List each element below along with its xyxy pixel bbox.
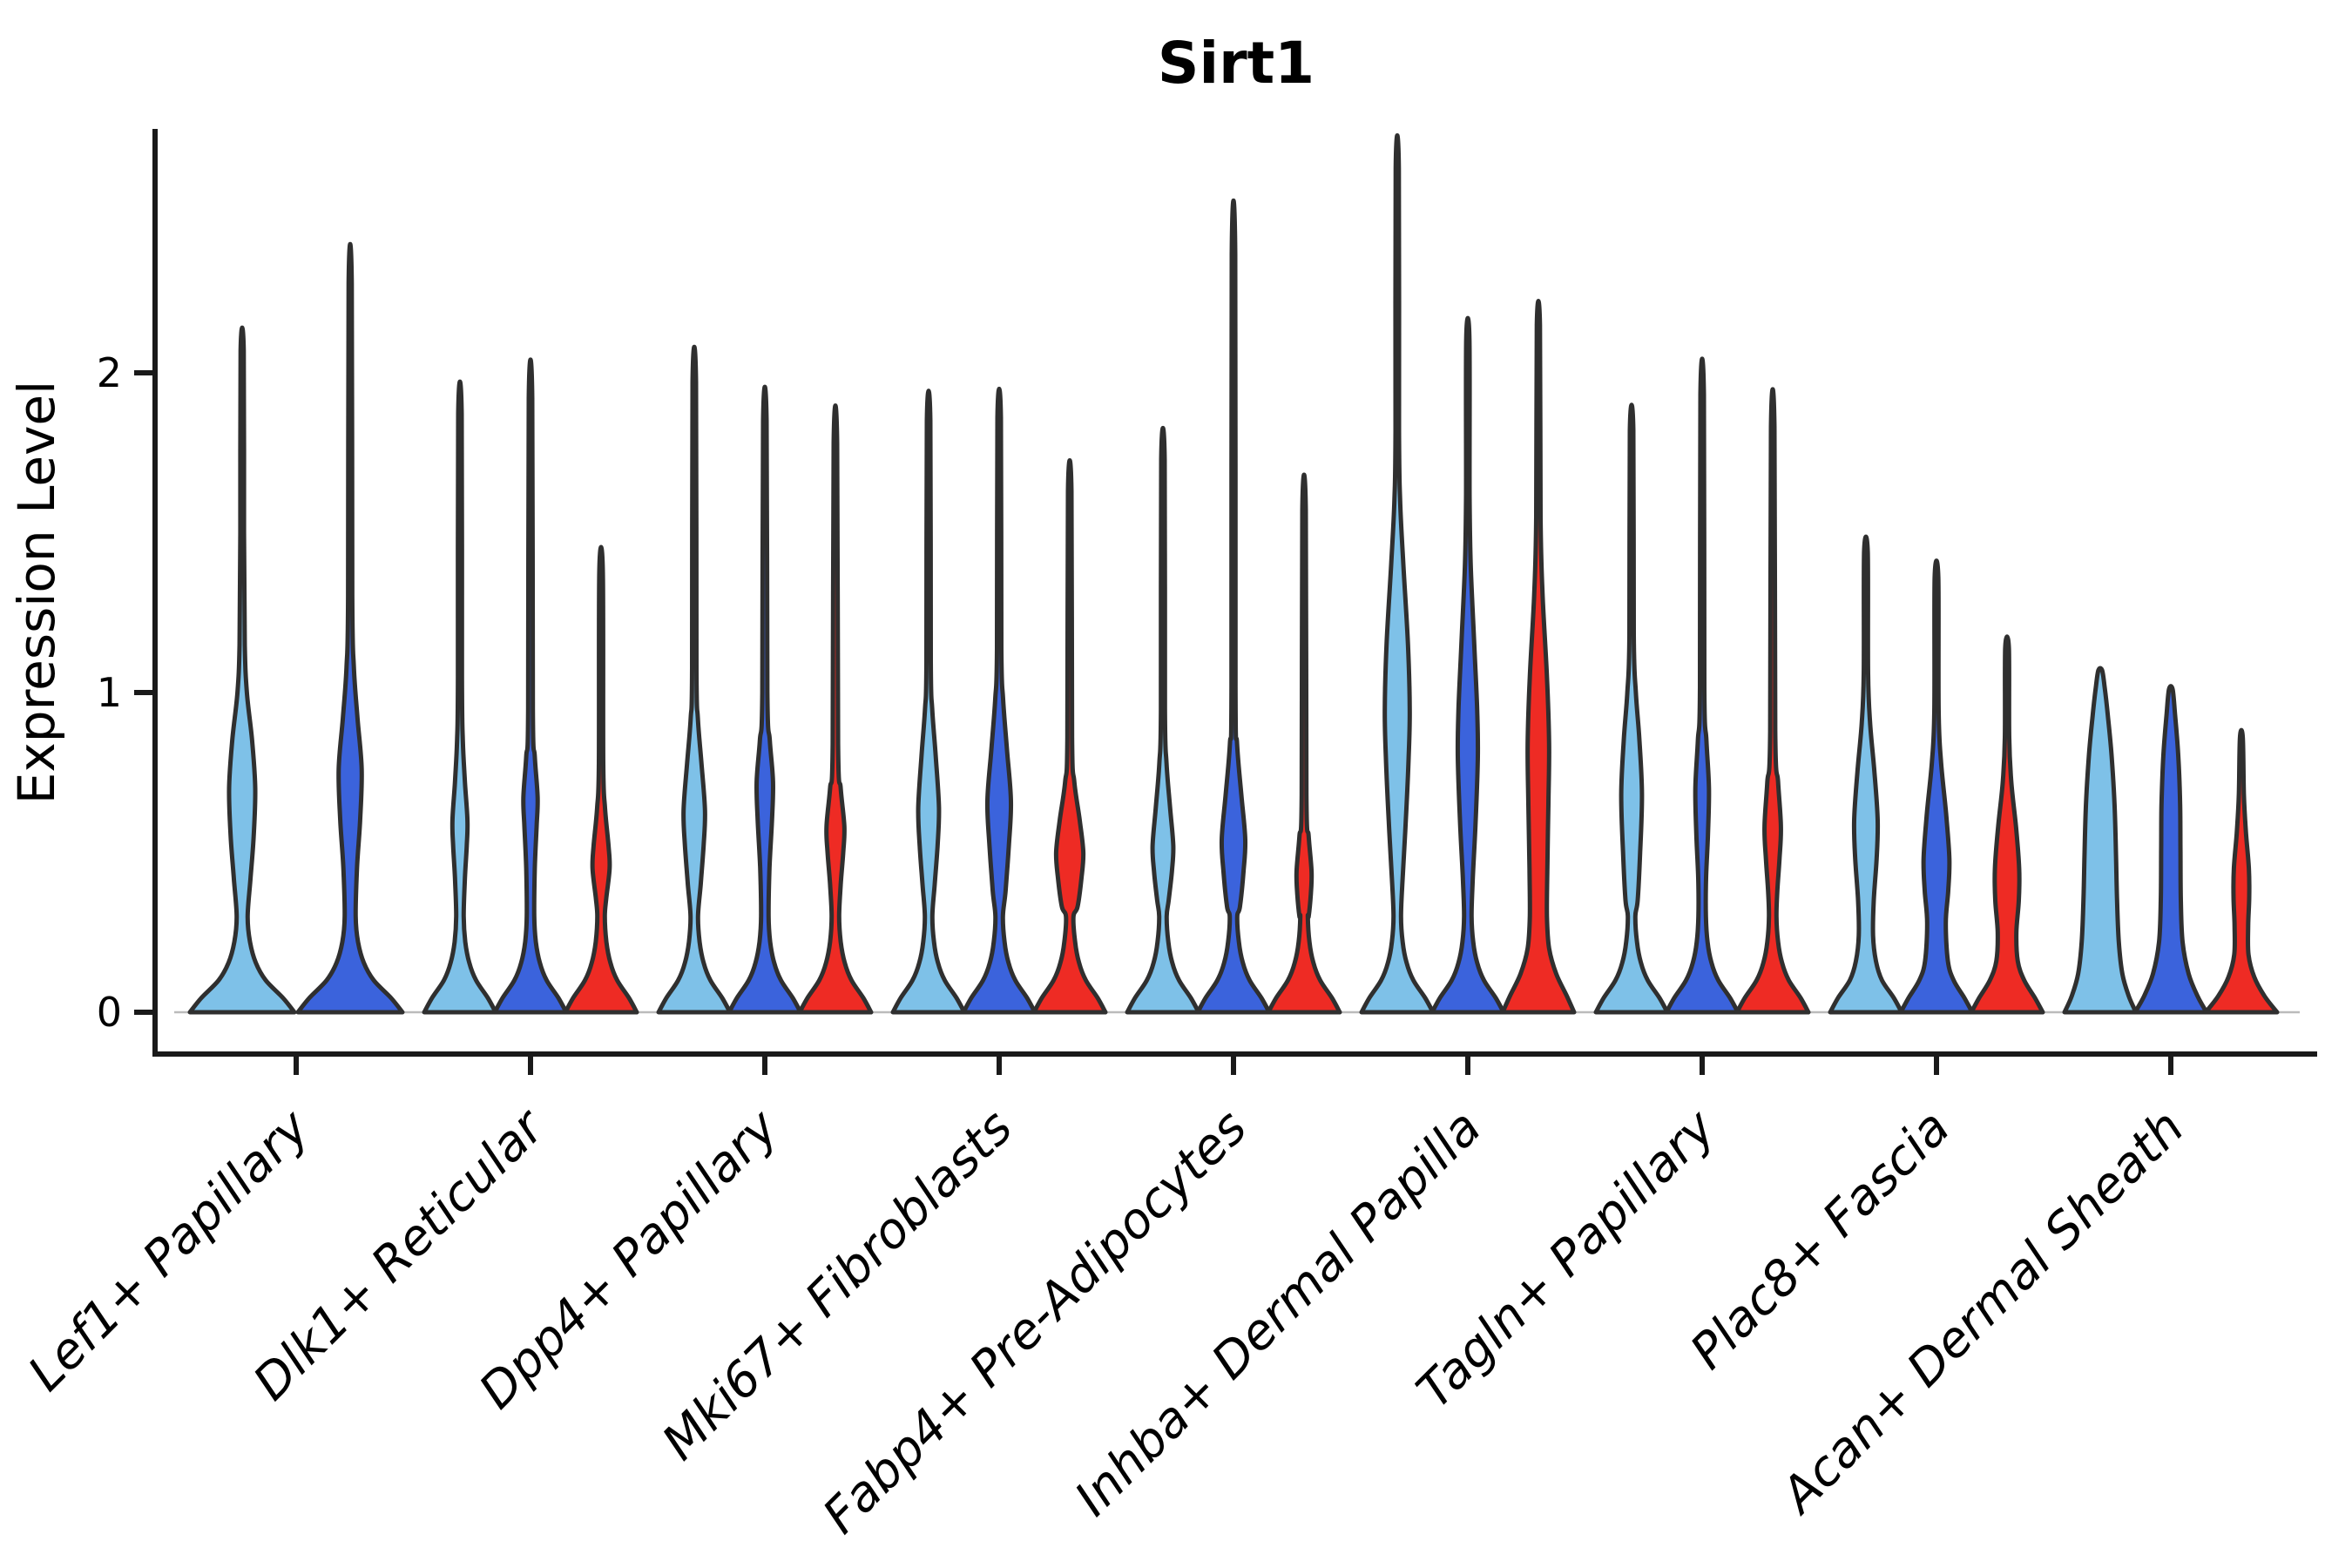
violin-acan-dark_blue	[2132, 684, 2209, 1015]
x-tick-label: Acan+ Dermal Sheath	[1769, 1099, 2195, 1525]
violin-dlk1-dark_blue	[492, 357, 569, 1015]
violin-plac8-red	[1969, 634, 2045, 1015]
y-axis-label: Expression Level	[7, 381, 66, 804]
violin-fabp4-dark_blue	[1195, 199, 1272, 1015]
violin-dlk1-red	[563, 544, 639, 1015]
violin-mki67-dark_blue	[961, 386, 1037, 1015]
violin-lef1-light_blue	[187, 325, 297, 1015]
violin-fabp4-red	[1266, 472, 1342, 1015]
violins	[187, 133, 2280, 1015]
violin-plac8-light_blue	[1828, 534, 1904, 1015]
violin-fabp4-light_blue	[1125, 425, 1201, 1015]
x-tick-label: Fabp4+ Pre-Adipocytes	[813, 1099, 1258, 1544]
y-tick-label: 2	[97, 349, 122, 396]
violin-plac8-dark_blue	[1898, 558, 1975, 1015]
violin-tagln-light_blue	[1593, 402, 1670, 1015]
x-tick-label: Inhba+ Dermal Papilla	[1064, 1099, 1492, 1527]
violin-mki67-red	[1031, 457, 1108, 1015]
violin-inhba-dark_blue	[1429, 315, 1506, 1015]
violin-dpp4-red	[797, 403, 874, 1015]
violin-tagln-red	[1734, 387, 1811, 1015]
violin-dpp4-light_blue	[656, 345, 733, 1015]
violin-dpp4-dark_blue	[727, 384, 803, 1015]
violin-mki67-light_blue	[890, 389, 967, 1015]
violin-tagln-dark_blue	[1664, 356, 1740, 1015]
y-tick-label: 0	[97, 989, 122, 1036]
violin-acan-light_blue	[2062, 666, 2139, 1015]
chart-title: Sirt1	[1158, 30, 1315, 97]
violin-lef1-dark_blue	[295, 241, 405, 1015]
violin-acan-red	[2203, 727, 2280, 1015]
y-tick-label: 1	[97, 669, 122, 716]
violin-inhba-red	[1500, 299, 1577, 1015]
violin-dlk1-light_blue	[422, 379, 498, 1015]
violin-inhba-light_blue	[1359, 133, 1436, 1015]
